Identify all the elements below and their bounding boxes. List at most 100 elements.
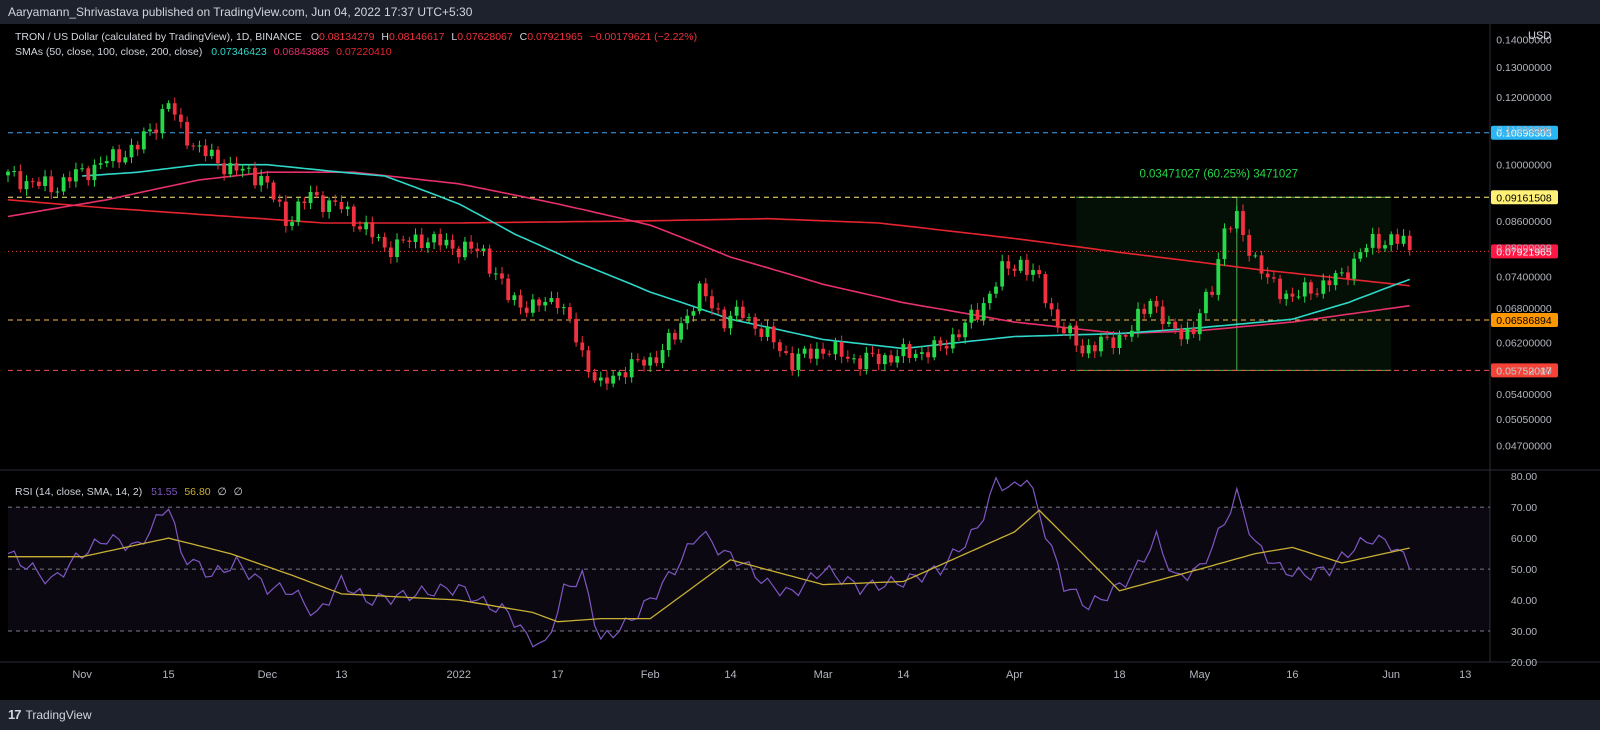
price-tick-label: 0.06800000 bbox=[1496, 303, 1552, 315]
candle-body bbox=[963, 322, 968, 338]
candle-body bbox=[43, 176, 47, 186]
candle-body bbox=[734, 306, 739, 316]
candle-body bbox=[24, 181, 29, 190]
candle-body bbox=[926, 352, 930, 358]
candle-body bbox=[561, 307, 566, 309]
candle-body bbox=[697, 283, 702, 312]
candle-body bbox=[506, 278, 511, 301]
candle-body bbox=[1278, 278, 1282, 300]
candle-body bbox=[61, 177, 66, 192]
symbol-legend[interactable]: TRON / US Dollar (calculated by TradingV… bbox=[15, 31, 697, 43]
close-label: C bbox=[519, 31, 528, 43]
candle-body bbox=[302, 201, 307, 204]
price-tick-label: 0.12000000 bbox=[1496, 92, 1552, 104]
candle-body bbox=[913, 353, 918, 358]
candle-body bbox=[234, 163, 239, 171]
open-label: O bbox=[310, 31, 319, 43]
candle-body bbox=[1037, 270, 1042, 275]
candle-body bbox=[1024, 259, 1029, 275]
candle-body bbox=[617, 372, 622, 376]
candle-body bbox=[321, 195, 325, 212]
candle-body bbox=[382, 237, 387, 248]
candle-body bbox=[1031, 270, 1035, 275]
candlestick-series bbox=[6, 97, 1412, 391]
candle-body bbox=[6, 171, 10, 176]
price-tick-label: 0.07400000 bbox=[1496, 272, 1552, 284]
candle-body bbox=[1006, 261, 1011, 269]
candle-body bbox=[1358, 252, 1363, 259]
time-tick-label: Mar bbox=[814, 669, 833, 681]
candle-body bbox=[1352, 258, 1357, 279]
sma100-line bbox=[7, 171, 1410, 335]
price-tick-label: 0.08000000 bbox=[1496, 243, 1552, 255]
candle-body bbox=[111, 149, 115, 162]
sma-title: SMAs (50, close, 100, close, 200, close) bbox=[15, 46, 203, 58]
candle-body bbox=[543, 301, 548, 306]
candle-body bbox=[660, 350, 665, 364]
candle-body bbox=[197, 145, 202, 147]
candle-body bbox=[944, 345, 949, 349]
candle-body bbox=[673, 332, 677, 340]
price-tick-label: 0.06200000 bbox=[1496, 337, 1552, 349]
candle-body bbox=[1259, 255, 1264, 274]
price-line-badge bbox=[1491, 244, 1558, 259]
candle-body bbox=[191, 145, 196, 147]
candle-body bbox=[685, 315, 690, 324]
brand-name: TradingView bbox=[25, 707, 92, 722]
sma200-line bbox=[7, 199, 1410, 287]
candle-body bbox=[1210, 291, 1215, 295]
time-tick-label: 2022 bbox=[447, 669, 471, 681]
candle-body bbox=[537, 299, 541, 306]
candle-body bbox=[179, 114, 183, 122]
candle-body bbox=[296, 201, 301, 223]
publisher-bar: Aaryamann_Shrivastava published on Tradi… bbox=[0, 0, 1600, 24]
rsi-ma-value: 56.80 bbox=[184, 486, 211, 498]
candle-body bbox=[1000, 261, 1005, 287]
candle-body bbox=[469, 241, 474, 249]
candle-body bbox=[580, 342, 585, 351]
price-line-badge bbox=[1491, 363, 1558, 378]
candle-body bbox=[259, 176, 264, 186]
candle-body bbox=[1228, 228, 1233, 230]
candle-body bbox=[987, 293, 992, 304]
candle-body bbox=[1055, 309, 1060, 328]
candle-body bbox=[920, 352, 924, 354]
rsi-tick-label: 30.00 bbox=[1511, 626, 1537, 638]
horizontal-price-lines bbox=[8, 132, 1490, 371]
candle-body bbox=[901, 344, 906, 357]
candle-body bbox=[141, 131, 146, 150]
candle-body bbox=[401, 239, 406, 241]
tradingview-logo[interactable]: 17 TradingView bbox=[8, 707, 92, 722]
candle-body bbox=[493, 273, 498, 275]
candle-body bbox=[49, 176, 54, 193]
candle-body bbox=[475, 248, 480, 252]
candle-body bbox=[1117, 334, 1122, 349]
candle-body bbox=[364, 222, 369, 230]
price-line-badge-label: 0.07921965 bbox=[1496, 246, 1552, 258]
candle-body bbox=[629, 359, 634, 378]
rsi-legend[interactable]: RSI (14, close, SMA, 14, 2) 51.55 56.80 … bbox=[15, 486, 243, 498]
candle-body bbox=[574, 318, 578, 343]
candle-body bbox=[889, 355, 893, 363]
candle-body bbox=[845, 356, 850, 359]
candle-body bbox=[1407, 235, 1412, 251]
candle-body bbox=[1296, 296, 1301, 298]
sma50-value: 0.07346423 bbox=[211, 46, 267, 58]
sma-legend[interactable]: SMAs (50, close, 100, close, 200, close)… bbox=[15, 46, 392, 58]
rsi-series bbox=[7, 476, 1411, 648]
time-tick-label: Jun bbox=[1382, 669, 1400, 681]
time-tick-label: Nov bbox=[72, 669, 92, 681]
candle-body bbox=[703, 283, 708, 297]
candle-body bbox=[808, 348, 813, 359]
candle-body bbox=[635, 359, 640, 361]
candle-body bbox=[827, 353, 832, 355]
candle-body bbox=[747, 317, 751, 319]
candle-body bbox=[154, 129, 159, 134]
candle-body bbox=[1271, 277, 1276, 279]
candle-body bbox=[327, 200, 331, 212]
candle-body bbox=[209, 149, 214, 157]
candle-body bbox=[815, 348, 819, 359]
candle-body bbox=[1123, 334, 1128, 337]
candle-body bbox=[598, 377, 603, 381]
